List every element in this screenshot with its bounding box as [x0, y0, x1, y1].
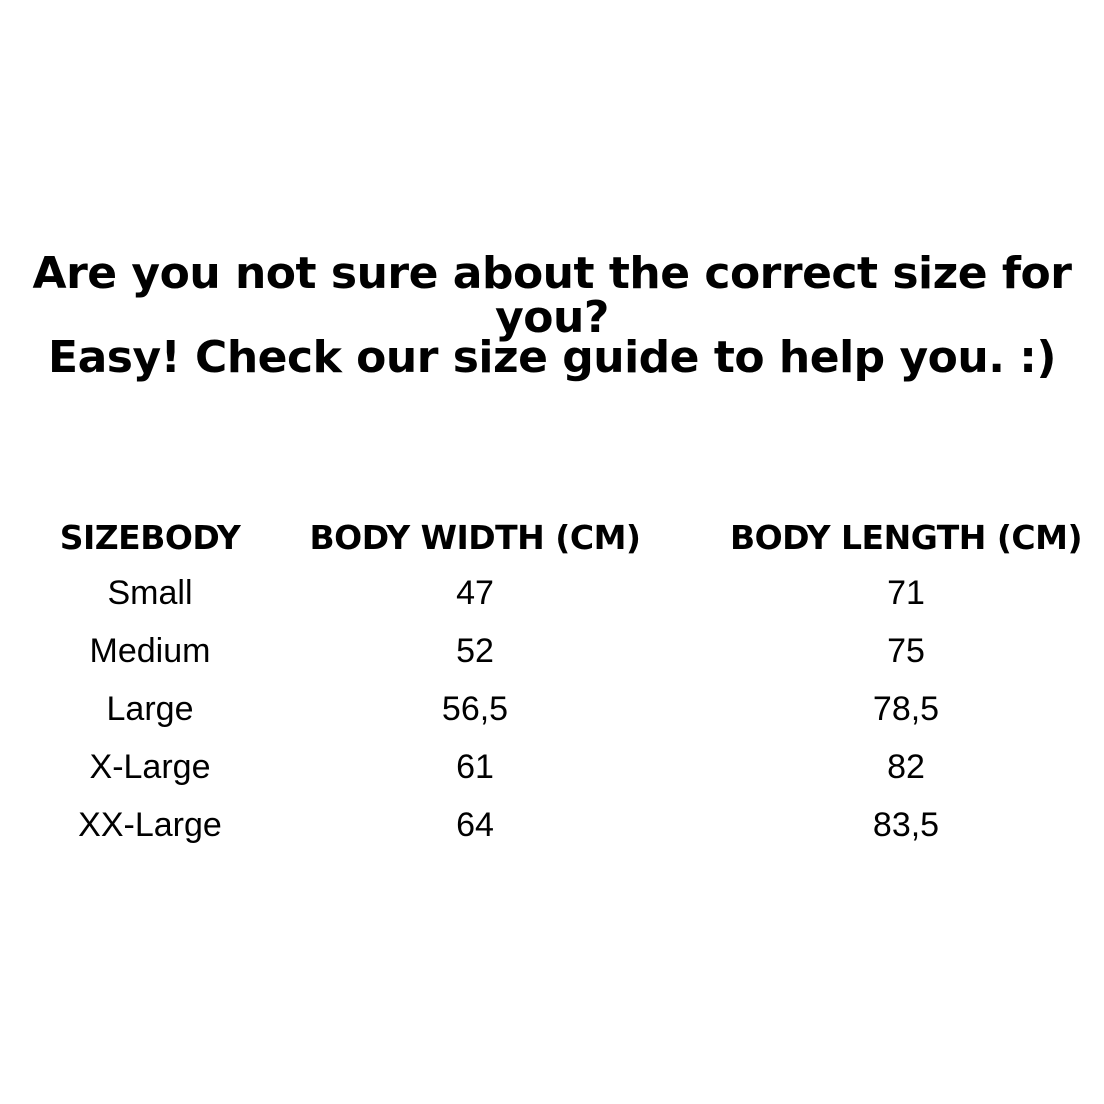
table-cell: 56,5 — [441, 690, 509, 728]
column-header: SIZEBODY — [59, 518, 241, 557]
table-cell: 64 — [456, 806, 494, 844]
table-cell: 83,5 — [872, 806, 940, 844]
heading-line-2: Easy! Check our size guide to help you. … — [48, 332, 1056, 383]
table-cell: 52 — [456, 632, 494, 670]
heading-line-1: Are you not sure about the correct size … — [32, 248, 1072, 343]
column-header: BODY WIDTH (CM) — [309, 518, 642, 557]
column-header: BODY LENGTH (CM) — [729, 518, 1083, 557]
table-cell: Small — [107, 574, 193, 612]
table-cell: 82 — [887, 748, 925, 786]
table-cell: XX-Large — [78, 806, 222, 844]
table-cell: Medium — [89, 632, 211, 670]
table-cell: 78,5 — [872, 690, 940, 728]
table-cell: Large — [106, 690, 194, 728]
table-cell: 71 — [887, 574, 925, 612]
table-cell: 47 — [456, 574, 494, 612]
table-cell: 61 — [456, 748, 494, 786]
table-cell: 75 — [887, 632, 925, 670]
table-cell: X-Large — [89, 748, 211, 786]
